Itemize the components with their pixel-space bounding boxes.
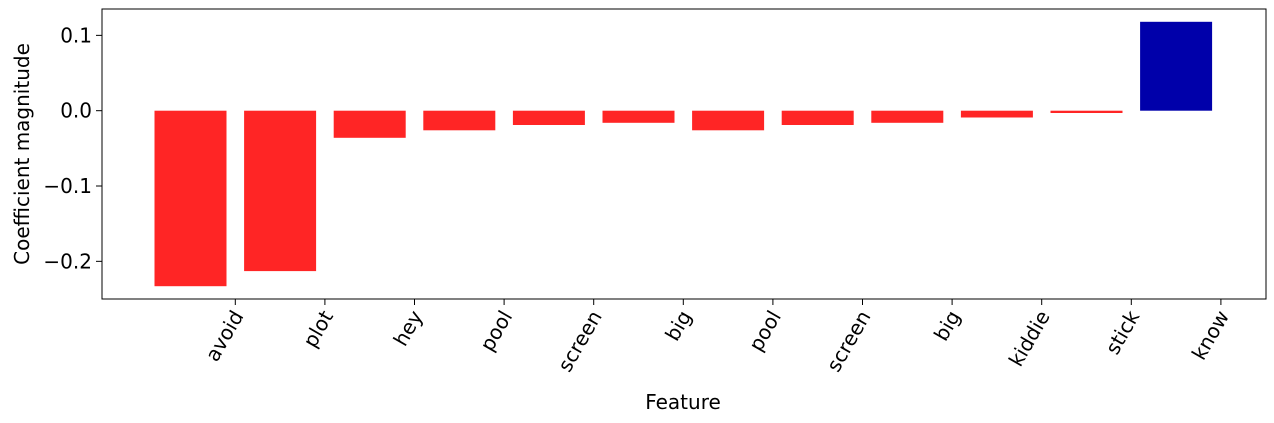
bar-5 — [602, 110, 675, 123]
bar-9 — [960, 110, 1033, 118]
x-axis-label: Feature — [645, 390, 721, 414]
y-tick-label-3: −0.2 — [43, 249, 92, 273]
bar-3 — [423, 110, 496, 131]
bar-6 — [692, 110, 765, 131]
bars-group — [154, 21, 1213, 287]
y-axis-label: Coefficient magnitude — [10, 43, 34, 265]
bar-4 — [512, 110, 585, 125]
y-tick-label-1: 0.0 — [60, 99, 92, 123]
bar-11 — [1140, 21, 1213, 111]
bar-1 — [244, 110, 317, 272]
y-ticks-group: 0.1 0.0 −0.1 −0.2 — [43, 23, 102, 273]
bar-7 — [781, 110, 854, 125]
bar-10 — [1050, 110, 1123, 113]
plot-frame — [101, 8, 1267, 300]
y-tick-label-2: −0.1 — [43, 174, 92, 198]
bar-0 — [154, 110, 227, 287]
y-tick-label-0: 0.1 — [60, 23, 92, 47]
bar-8 — [871, 110, 944, 123]
bar-2 — [333, 110, 406, 138]
